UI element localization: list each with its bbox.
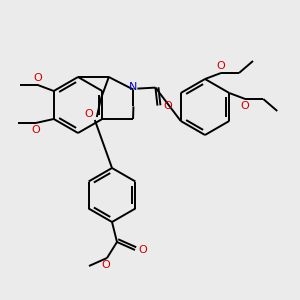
- Text: O: O: [241, 101, 250, 111]
- Text: O: O: [84, 109, 93, 119]
- Text: O: O: [163, 100, 172, 111]
- Text: O: O: [102, 260, 110, 270]
- Text: O: O: [32, 125, 40, 135]
- Text: O: O: [217, 61, 225, 71]
- Text: N: N: [129, 82, 138, 92]
- Text: O: O: [139, 245, 147, 255]
- Text: O: O: [33, 73, 42, 83]
